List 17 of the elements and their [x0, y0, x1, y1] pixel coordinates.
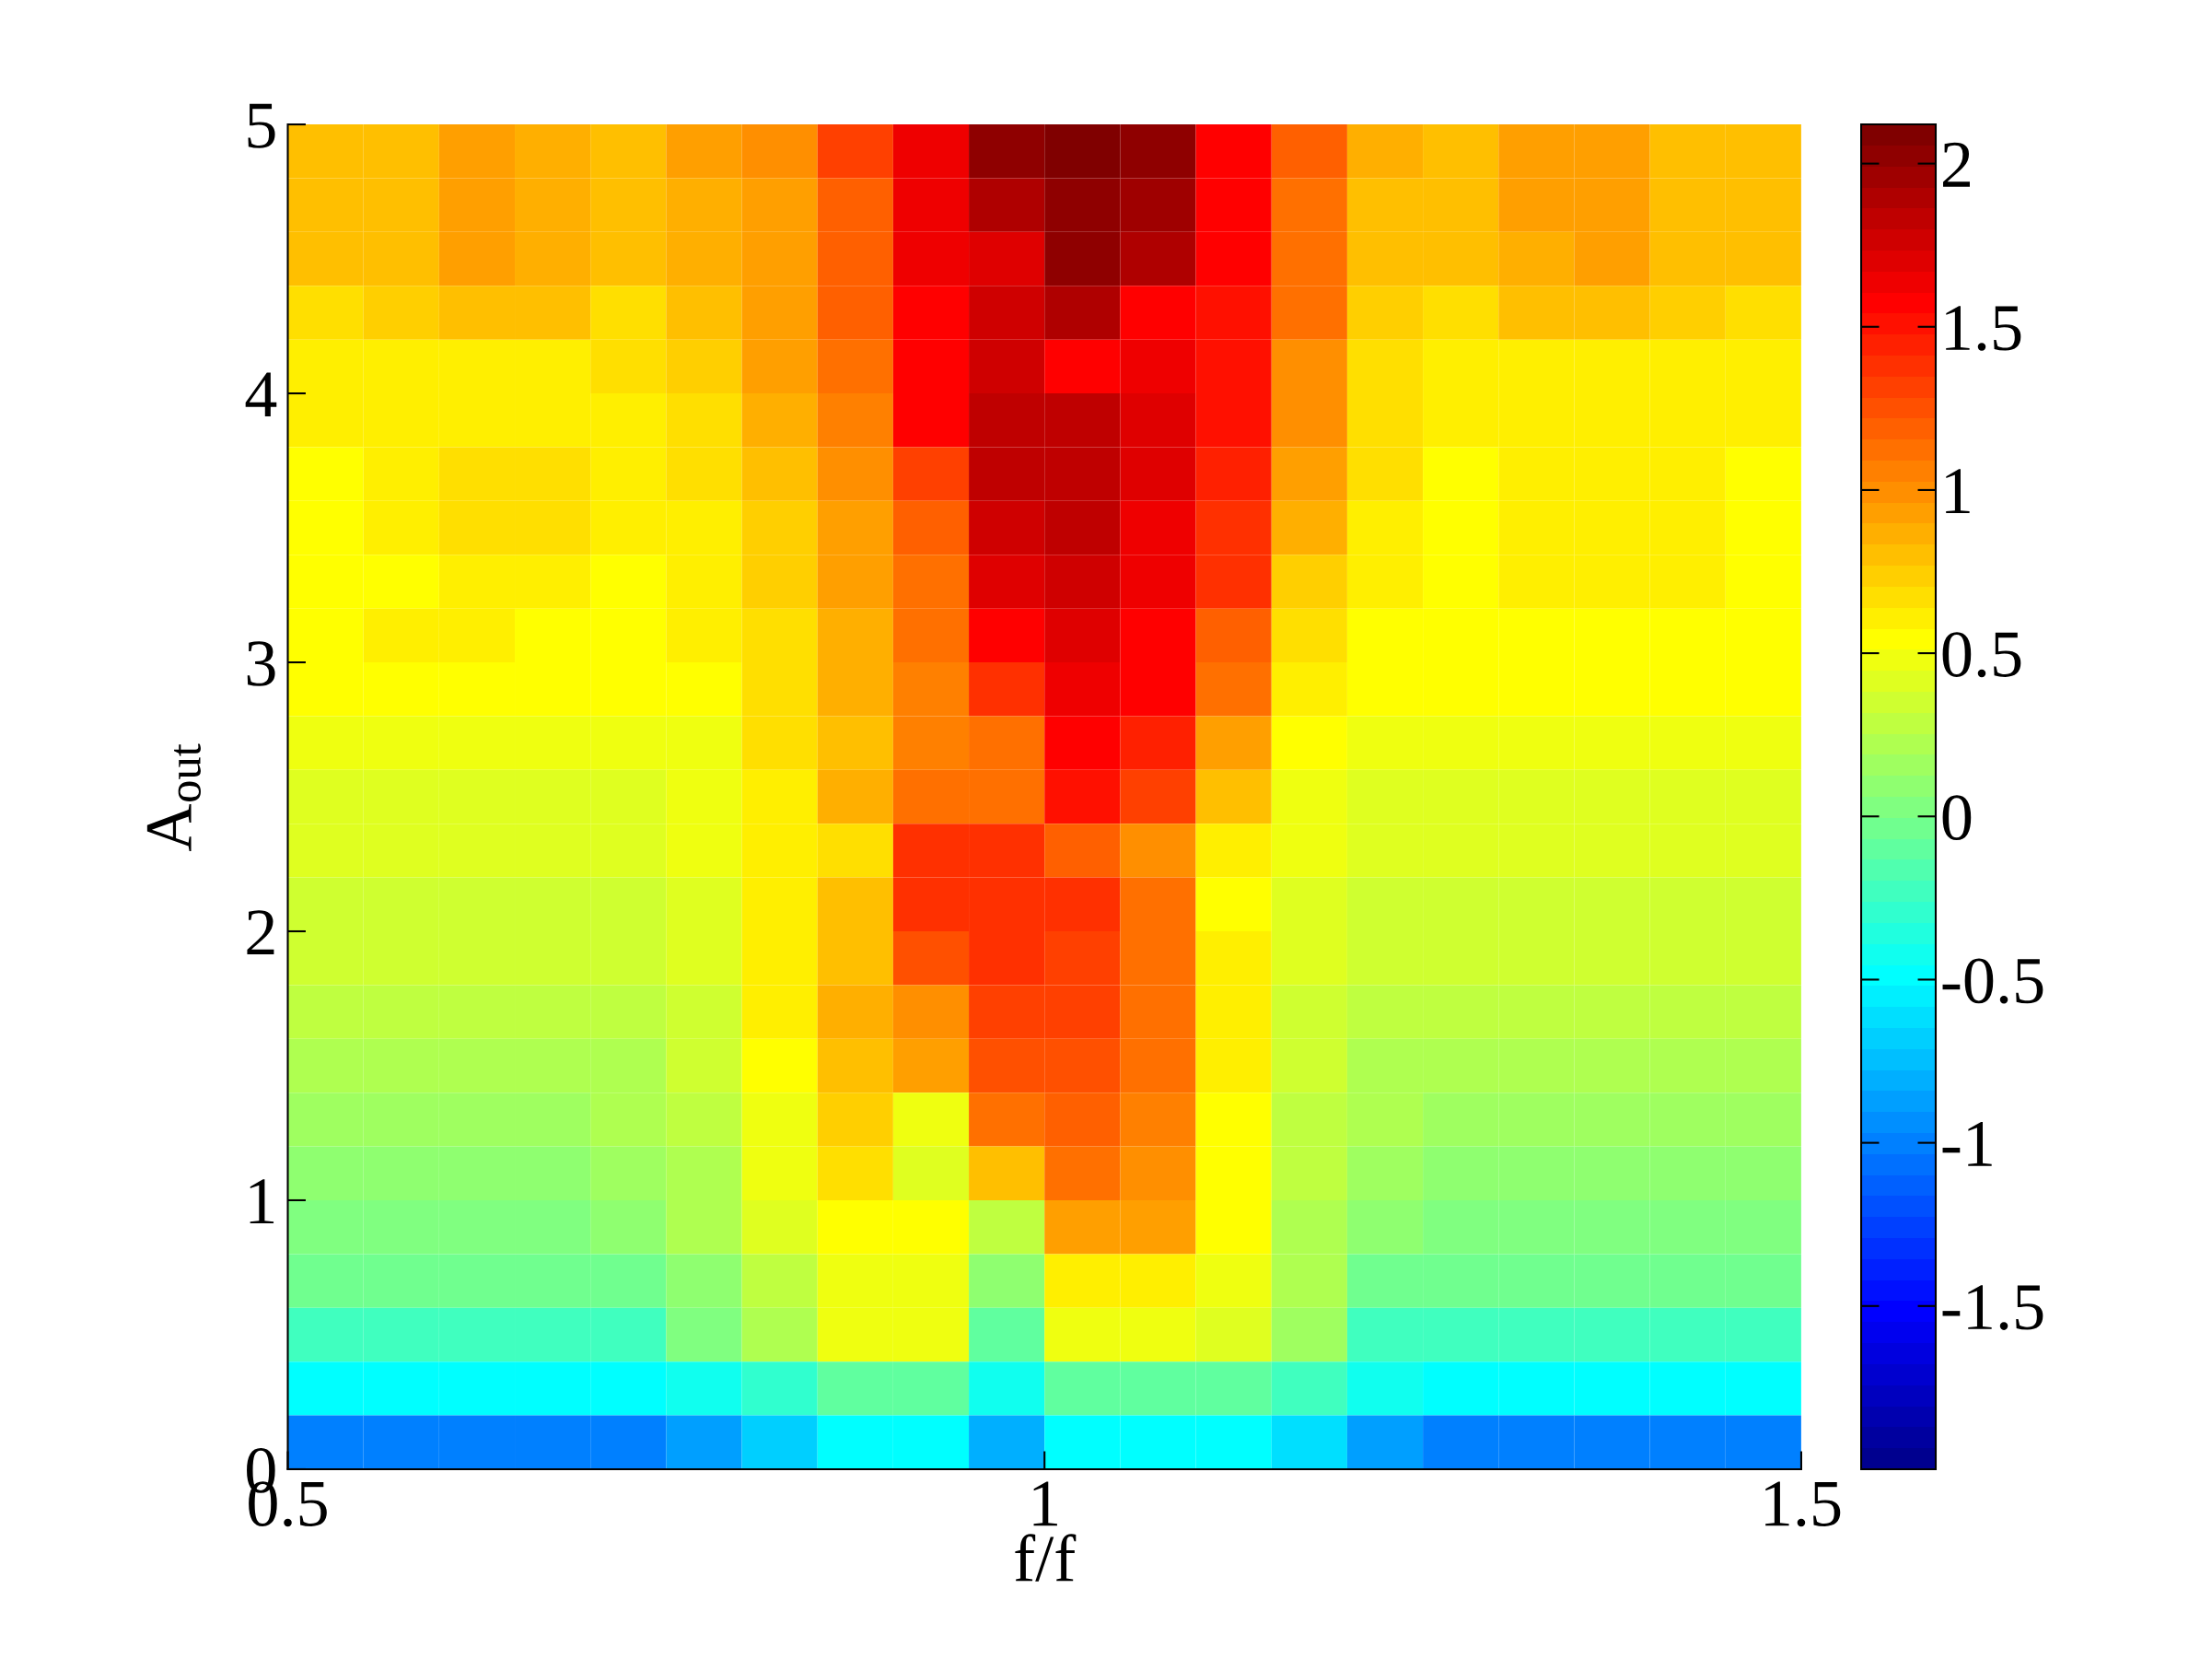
x-tick-label: 1 — [1033, 1481, 1057, 1526]
y-tick-label: 2 — [247, 910, 274, 955]
color-bar-label: -0.5 — [1942, 958, 2043, 1004]
color-bar-label: 1.5 — [1946, 306, 2021, 351]
color-bar-label: -1 — [1942, 1122, 1992, 1166]
color-bar-label: -1.5 — [1942, 1285, 2043, 1330]
y-tick-label: 4 — [245, 372, 277, 417]
x-tick-label: 1.5 — [1765, 1481, 1841, 1527]
y-tick-label: 5 — [248, 103, 275, 148]
y-tick-label: 1 — [250, 1179, 274, 1224]
y-tick-label: 3 — [247, 641, 275, 686]
x-axis-title: f/f — [1015, 1534, 1077, 1582]
color-bar-label: 0.5 — [1942, 632, 2021, 678]
color-bar-label: 0 — [1942, 795, 1972, 841]
y-axis-title: A$_{out}$ — [146, 743, 201, 851]
color-bar-label: 2 — [1943, 142, 1970, 187]
color-bar-label: 1 — [1946, 469, 1970, 513]
